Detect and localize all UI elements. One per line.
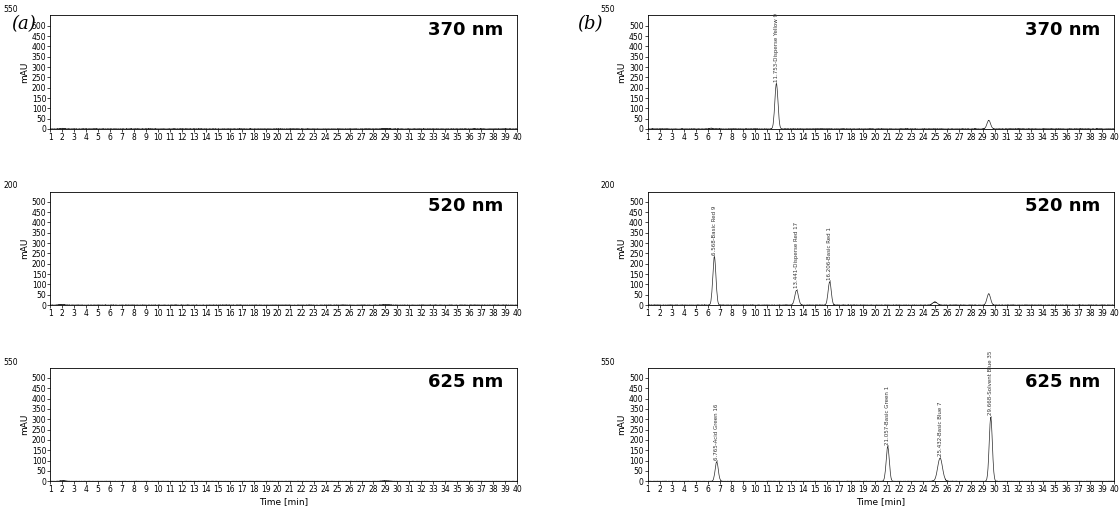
Y-axis label: mAU: mAU — [20, 61, 29, 83]
Text: 200: 200 — [600, 181, 615, 190]
Text: 550: 550 — [3, 357, 18, 367]
Text: 550: 550 — [600, 357, 615, 367]
Text: 6.568-Basic Red 9: 6.568-Basic Red 9 — [712, 205, 717, 255]
Text: 13.441-Disperse Red 17: 13.441-Disperse Red 17 — [794, 222, 799, 288]
X-axis label: Time [min]: Time [min] — [857, 497, 906, 506]
Text: 550: 550 — [3, 5, 18, 14]
Y-axis label: mAU: mAU — [617, 414, 626, 435]
Text: 25.432-Basic Blue 7: 25.432-Basic Blue 7 — [937, 402, 943, 456]
Text: 16.206-Basic Red 1: 16.206-Basic Red 1 — [828, 227, 832, 280]
Text: 550: 550 — [600, 5, 615, 14]
Text: (a): (a) — [11, 15, 36, 33]
Text: 21.057-Basic Green 1: 21.057-Basic Green 1 — [885, 386, 890, 445]
Text: 6.765-Acid Green 16: 6.765-Acid Green 16 — [715, 403, 719, 460]
X-axis label: Time [min]: Time [min] — [259, 497, 308, 506]
Y-axis label: mAU: mAU — [617, 61, 626, 83]
Text: (b): (b) — [577, 15, 603, 33]
Text: 370 nm: 370 nm — [1025, 21, 1100, 39]
Text: 625 nm: 625 nm — [428, 373, 503, 391]
Y-axis label: mAU: mAU — [20, 414, 29, 435]
Y-axis label: mAU: mAU — [20, 238, 29, 259]
Text: 625 nm: 625 nm — [1025, 373, 1100, 391]
Text: 370 nm: 370 nm — [428, 21, 503, 39]
Text: 11.753-Disperse Yellow 9: 11.753-Disperse Yellow 9 — [774, 13, 778, 82]
Text: 520 nm: 520 nm — [1025, 197, 1100, 215]
Y-axis label: mAU: mAU — [617, 238, 626, 259]
Text: 200: 200 — [3, 181, 18, 190]
Text: 29.668-Solvent Blue 35: 29.668-Solvent Blue 35 — [988, 351, 993, 415]
Text: 520 nm: 520 nm — [428, 197, 503, 215]
